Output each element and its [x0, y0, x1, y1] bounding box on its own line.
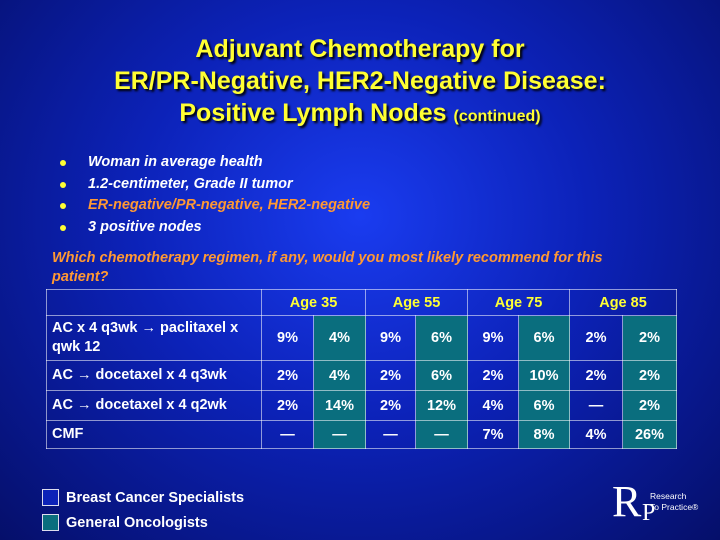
table-row: CMF — — — — 7% 8% 4% 26%: [46, 420, 677, 449]
age-header: Age 55: [365, 289, 468, 316]
survey-question: Which chemotherapy regimen, if any, woul…: [52, 250, 603, 285]
value-cell-bcs: 2%: [365, 360, 416, 391]
bullet-dot-icon: [60, 224, 66, 231]
value-cell-bcs: —: [569, 390, 623, 421]
age-header: Age 35: [261, 289, 366, 316]
legend-swatch-oncologists: [42, 514, 59, 531]
age-header: Age 75: [467, 289, 570, 316]
logo-letter-r: R: [612, 477, 642, 526]
bullet-item: 1.2-centimeter, Grade II tumor: [60, 174, 370, 196]
legend-label-specialists: Breast Cancer Specialists: [66, 489, 245, 506]
value-cell-go: 8%: [518, 420, 570, 449]
logo-text-line-2: To Practice®: [650, 502, 699, 512]
bullet-dot-icon: [60, 160, 66, 166]
header-corner-cell: [46, 289, 262, 316]
logo-text: Research To Practice®: [650, 491, 698, 513]
value-cell-bcs: 4%: [467, 390, 519, 421]
regimen-label: CMF: [46, 420, 262, 449]
value-cell-go: 26%: [622, 420, 677, 449]
table-row: AC → docetaxel x 4 q3wk 2% 4% 2% 6% 2% 1…: [46, 360, 677, 391]
title-line-2: ER/PR-Negative, HER2-Negative Disease:: [114, 67, 606, 95]
value-cell-bcs: 2%: [569, 360, 623, 391]
value-cell-go: 12%: [415, 390, 468, 421]
bullet-item: 3 positive nodes: [60, 217, 370, 239]
value-cell-go: 10%: [518, 360, 570, 391]
table-row: AC → docetaxel x 4 q2wk 2% 14% 2% 12% 4%…: [46, 390, 677, 421]
bullet-text: 3 positive nodes: [88, 218, 202, 235]
slide-title: Adjuvant Chemotherapy for ER/PR-Negative…: [0, 33, 720, 133]
title-line-3: Positive Lymph Nodes (continued): [0, 97, 720, 133]
value-cell-bcs: 2%: [569, 315, 623, 361]
legend: Breast Cancer Specialists General Oncolo…: [42, 485, 244, 535]
logo-text-line-1: Research: [650, 491, 687, 501]
value-cell-go: —: [415, 420, 468, 449]
value-cell-go: 14%: [313, 390, 366, 421]
value-cell-bcs: 9%: [365, 315, 416, 361]
title-line-1: Adjuvant Chemotherapy for: [195, 35, 525, 63]
value-cell-go: 4%: [313, 315, 366, 361]
bullet-text: Woman in average health: [88, 154, 263, 170]
regimen-label: AC → docetaxel x 4 q2wk: [46, 390, 262, 421]
value-cell-bcs: 7%: [467, 420, 519, 449]
title-line-3-main: Positive Lymph Nodes: [179, 99, 447, 127]
legend-label-oncologists: General Oncologists: [66, 514, 208, 531]
value-cell-go: 6%: [518, 315, 570, 361]
regimen-label: AC → docetaxel x 4 q3wk: [46, 360, 262, 391]
bullet-dot-icon: [60, 203, 66, 209]
bullet-item: ER-negative/PR-negative, HER2-negative: [60, 195, 370, 217]
value-cell-go: —: [313, 420, 366, 449]
value-cell-go: 6%: [415, 315, 468, 361]
value-cell-go: 2%: [622, 315, 677, 361]
value-cell-bcs: 2%: [261, 360, 314, 391]
legend-swatch-specialists: [42, 489, 59, 506]
legend-item-oncologists: General Oncologists: [42, 510, 244, 535]
value-cell-go: 2%: [622, 360, 677, 391]
value-cell-bcs: 9%: [467, 315, 519, 361]
bullet-text: ER-negative/PR-negative, HER2-negative: [88, 197, 371, 213]
table-header-row: Age 35 Age 55 Age 75 Age 85: [46, 289, 677, 316]
value-cell-bcs: 4%: [569, 420, 623, 449]
value-cell-bcs: 2%: [261, 390, 314, 421]
case-bullets: Woman in average health 1.2-centimeter, …: [60, 152, 370, 238]
bullet-item: Woman in average health: [60, 152, 370, 174]
value-cell-go: 2%: [622, 390, 677, 421]
logo-letter-p: P: [642, 500, 656, 526]
value-cell-bcs: 9%: [261, 315, 314, 361]
regimen-label: AC x 4 q3wk → paclitaxel x qwk 12: [46, 315, 262, 361]
bullet-dot-icon: [60, 181, 66, 188]
value-cell-go: 6%: [518, 390, 570, 421]
value-cell-bcs: 2%: [365, 390, 416, 421]
value-cell-bcs: —: [365, 420, 416, 449]
value-cell-bcs: 2%: [467, 360, 519, 391]
table-row: AC x 4 q3wk → paclitaxel x qwk 12 9% 4% …: [46, 315, 677, 361]
age-header: Age 85: [569, 289, 677, 316]
results-table: Age 35 Age 55 Age 75 Age 85 AC x 4 q3wk …: [46, 289, 677, 449]
title-suffix: (continued): [453, 108, 541, 125]
bullet-text: 1.2-centimeter, Grade II tumor: [88, 175, 293, 192]
value-cell-go: 4%: [313, 360, 366, 391]
value-cell-bcs: —: [261, 420, 314, 449]
value-cell-go: 6%: [415, 360, 468, 391]
legend-item-specialists: Breast Cancer Specialists: [42, 485, 244, 510]
research-to-practice-logo: R P Research To Practice®: [612, 477, 712, 530]
